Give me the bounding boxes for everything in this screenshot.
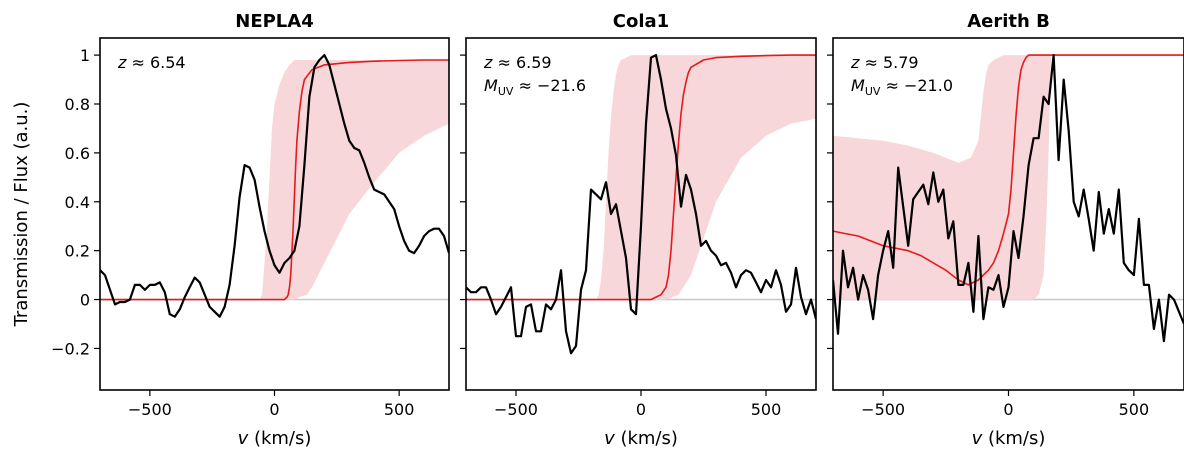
uncertainty-band — [833, 55, 1184, 300]
transmission-curve — [466, 54, 816, 301]
panel-1: NEPLA4 −500 0 500 −0.2 0 0.2 0.4 0.6 0.8 1 v (km/s)… — [51, 11, 450, 449]
uncertainty-band — [100, 60, 449, 300]
transmission-curve — [833, 54, 1184, 286]
y-tick-label: 0.2 — [65, 242, 90, 261]
panel-annotation: MUV ≈ −21.0 — [851, 76, 953, 98]
flux-spectrum — [100, 54, 449, 318]
x-tick-label: 0 — [1003, 400, 1013, 419]
panel-annotation: z ≈ 6.54 — [117, 53, 186, 72]
x-tick-label: −500 — [861, 400, 905, 419]
x-tick-label: 0 — [636, 400, 646, 419]
plot-area — [100, 54, 449, 318]
y-tick-label: 1 — [80, 46, 90, 65]
plot-area — [466, 54, 816, 355]
panels: NEPLA4 −500 0 500 −0.2 0 0.2 0.4 0.6 0.8 1 v (km/s)… — [51, 11, 1184, 449]
panel-annotation: z ≈ 5.79 — [850, 53, 919, 72]
panel-annotation: MUV ≈ −21.6 — [484, 76, 586, 98]
x-axis-label: v (km/s) — [238, 428, 312, 449]
x-tick-label: 500 — [1119, 400, 1150, 419]
flux-spectrum — [466, 54, 816, 355]
x-tick-label: −500 — [128, 400, 172, 419]
panel-title: NEPLA4 — [235, 11, 313, 32]
panel-2: Cola1 −500 0 500 v (km/s) z ≈ 6.59 MUV ≈ −21.6 — [460, 11, 817, 449]
y-tick-label: 0.6 — [65, 144, 90, 163]
panel-title: Aerith B — [967, 11, 1050, 32]
panel-3: Aerith B −500 0 500 v (km/s) z ≈ 5.79 MUV ≈ −2… — [827, 11, 1184, 449]
y-tick-label: −0.2 — [51, 339, 90, 358]
transmission-curve — [100, 59, 449, 301]
panel-annotation: z ≈ 6.59 — [483, 53, 552, 72]
y-axis-label: Transmission / Flux (a.u.) — [11, 102, 32, 328]
x-axis-label: v (km/s) — [604, 428, 678, 449]
x-axis-label: v (km/s) — [972, 428, 1046, 449]
panel-title: Cola1 — [613, 11, 669, 32]
x-tick-label: 500 — [751, 400, 782, 419]
x-tick-label: 500 — [384, 400, 415, 419]
x-tick-label: −500 — [494, 400, 538, 419]
flux-spectrum — [833, 54, 1184, 343]
plot-area — [833, 54, 1184, 343]
y-tick-label: 0.8 — [65, 95, 90, 114]
uncertainty-band — [466, 55, 816, 300]
y-tick-label: 0 — [80, 291, 90, 310]
x-tick-label: 0 — [269, 400, 279, 419]
y-tick-label: 0.4 — [65, 193, 90, 212]
